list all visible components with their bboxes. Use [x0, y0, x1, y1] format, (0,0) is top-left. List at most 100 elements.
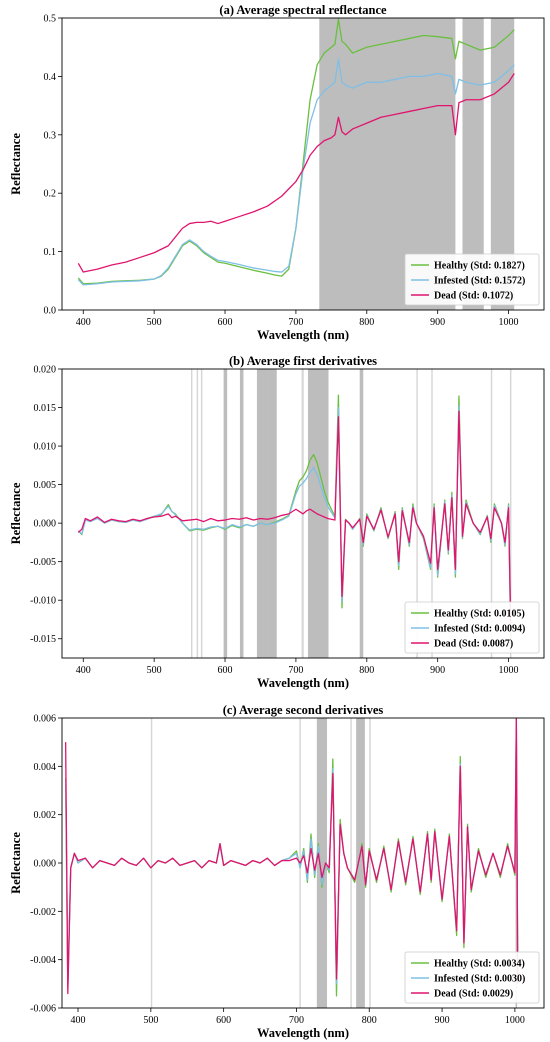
legend-box [404, 253, 540, 306]
legend-label-healthy: Healthy (Std: 0.1827) [434, 261, 525, 272]
x-tick-label: 600 [218, 317, 233, 328]
y-tick-label: -0.004 [30, 955, 56, 966]
y-tick-label: 0.3 [44, 130, 57, 141]
highlight-band [359, 369, 364, 658]
panel-c: 400 500 600 700 800 900 1000 -0.006 -0.004 -0.002… [9, 703, 545, 1040]
highlight-band [196, 369, 199, 658]
x-tick-label: 400 [76, 317, 91, 328]
panel-b: 400 500 600 700 800 900 1000 -0.015 -0.010 -0.005… [9, 354, 545, 690]
x-tick-label: 800 [359, 665, 374, 676]
x-tick-label: 600 [216, 1015, 231, 1026]
highlight-band [223, 369, 228, 658]
series-line-dead [77, 73, 515, 273]
y-tick-label: 0.004 [34, 762, 57, 773]
series-line-infested [64, 718, 519, 990]
highlight-band [350, 718, 352, 1008]
x-axis-label: Wavelength (nm) [257, 328, 349, 342]
series-line-dead [77, 410, 512, 624]
legend: Healthy (Std: 0.1827) Infested (Std: 0.15… [404, 253, 540, 306]
x-tick-label: 500 [143, 1015, 158, 1026]
y-tick-label: 0.002 [34, 810, 57, 821]
x-tick-label: 800 [359, 317, 374, 328]
legend: Healthy (Std: 0.0034) Infested (Std: 0.00… [404, 951, 540, 1004]
highlight-band [316, 718, 328, 1008]
axes-frame [61, 368, 545, 659]
highlight-band [369, 718, 371, 1008]
series-line-healthy [77, 18, 515, 285]
x-tick-label: 900 [430, 317, 445, 328]
legend-label-infested: Infested (Std: 0.1572) [434, 276, 525, 287]
chart-title: (a) Average spectral reflectance [219, 3, 387, 17]
x-tick-label: 900 [435, 1015, 450, 1026]
y-tick-label: 0.000 [34, 519, 57, 530]
y-axis-label: Reflectance [9, 832, 23, 894]
highlight-band [256, 369, 268, 658]
legend-label-dead: Dead (Std: 0.0087) [434, 639, 513, 650]
y-axis-label: Reflectance [9, 482, 23, 544]
y-tick-label: 0.010 [34, 442, 57, 453]
highlight-band [191, 369, 193, 658]
legend-box [404, 601, 540, 654]
y-tick-label: -0.002 [30, 907, 56, 918]
highlight-band [416, 369, 418, 658]
y-axis-label: Reflectance [9, 133, 23, 195]
x-tick-label: 1000 [505, 1015, 525, 1026]
x-tick-label: 800 [362, 1015, 377, 1026]
highlight-band [462, 18, 484, 310]
highlight-bands [319, 18, 515, 310]
highlight-band [515, 718, 518, 1008]
x-tick-label: 1000 [499, 317, 519, 328]
y-tick-label: 0.0 [44, 306, 57, 317]
highlight-band [356, 718, 365, 1008]
x-axis-label: Wavelength (nm) [257, 676, 349, 690]
x-tick-label: 500 [147, 317, 162, 328]
y-tick-label: -0.005 [30, 557, 56, 568]
highlight-band [267, 369, 277, 658]
highlight-band [490, 369, 493, 658]
y-tick-label: 0.1 [44, 247, 57, 258]
legend-label-healthy: Healthy (Std: 0.0105) [434, 609, 525, 620]
x-tick-label: 500 [147, 665, 162, 676]
legend-label-infested: Infested (Std: 0.0094) [434, 624, 525, 635]
x-tick-label: 900 [430, 665, 445, 676]
y-tick-label: 0.020 [34, 365, 57, 376]
series-lines [77, 394, 512, 639]
y-tick-label: 0.000 [34, 859, 57, 870]
x-tick-label: 700 [288, 317, 303, 328]
y-tick-label: -0.015 [30, 634, 56, 645]
x-tick-label: 400 [76, 665, 91, 676]
x-tick-label: 700 [289, 1015, 304, 1026]
legend-label-infested: Infested (Std: 0.0030) [434, 974, 525, 985]
y-tick-label: -0.006 [30, 1004, 56, 1015]
y-tick-label: 0.005 [34, 480, 57, 491]
highlight-band [490, 18, 515, 310]
chart-title: (b) Average first derivatives [229, 354, 377, 368]
highlight-band [150, 718, 153, 1008]
y-tick-label: 0.015 [34, 403, 57, 414]
panel-a: 400 500 600 700 800 900 1000 0.0 0.1 0.2 0.3 0.4 0.5… [9, 3, 545, 342]
series-lines [64, 718, 519, 997]
highlight-band [307, 369, 329, 658]
y-tick-label: 0.006 [34, 714, 57, 725]
x-tick-label: 1000 [499, 665, 519, 676]
highlight-band [200, 369, 203, 658]
x-tick-label: 700 [288, 665, 303, 676]
legend-label-healthy: Healthy (Std: 0.0034) [434, 959, 525, 970]
series-line-dead [64, 718, 519, 995]
legend-box [404, 951, 540, 1004]
y-tick-label: 0.2 [44, 189, 57, 200]
legend-label-dead: Dead (Std: 0.0029) [434, 989, 513, 1000]
legend-label-dead: Dead (Std: 0.1072) [434, 291, 513, 302]
x-tick-label: 600 [218, 665, 233, 676]
y-tick-label: -0.010 [30, 596, 56, 607]
series-lines [77, 18, 515, 286]
highlight-band [509, 369, 512, 658]
highlight-band [239, 369, 244, 658]
y-tick-label: 0.4 [44, 72, 57, 83]
y-tick-label: 0.5 [44, 14, 57, 25]
axes-frame [61, 17, 545, 311]
x-tick-label: 400 [71, 1015, 86, 1026]
legend: Healthy (Std: 0.0105) Infested (Std: 0.00… [404, 601, 540, 654]
x-axis-label: Wavelength (nm) [257, 1026, 349, 1040]
